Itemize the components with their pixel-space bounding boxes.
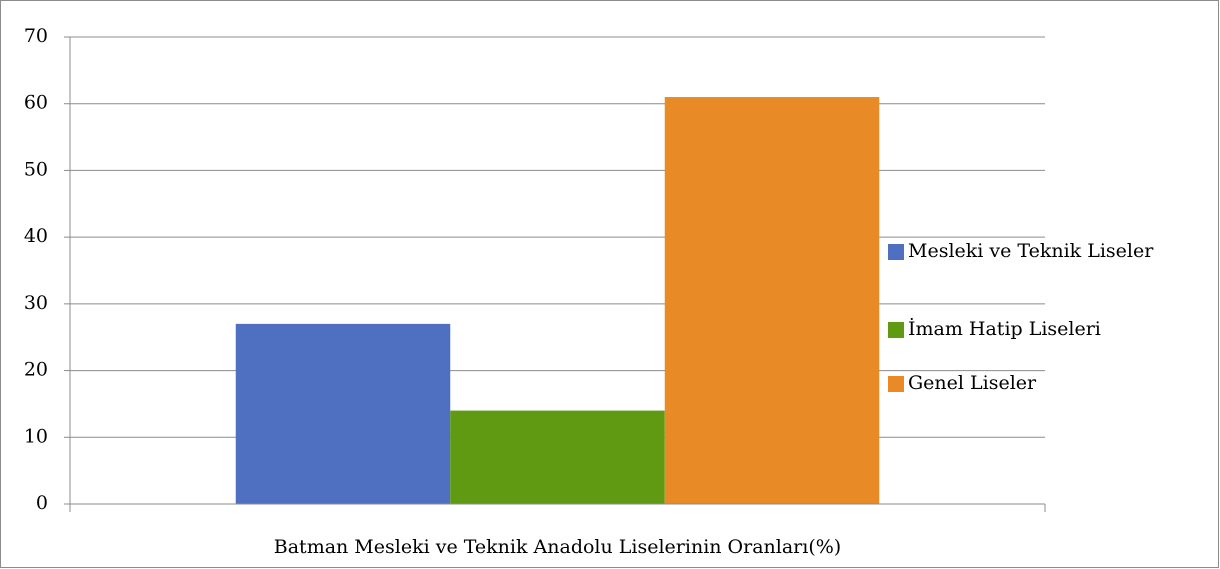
x-tick-label: Batman Mesleki ve Teknik Anadolu Liseler… — [274, 536, 841, 558]
y-tick-label: 50 — [24, 158, 48, 180]
legend-label: İmam Hatip Liseleri — [908, 317, 1101, 340]
y-tick-label: 70 — [24, 25, 48, 47]
y-tick-label: 40 — [24, 225, 48, 247]
legend-swatch — [888, 322, 904, 338]
bar — [450, 410, 665, 504]
y-tick-label: 30 — [24, 292, 48, 314]
legend-label: Genel Liseler — [908, 372, 1037, 394]
legend-label: Mesleki ve Teknik Liseler — [908, 240, 1154, 262]
y-tick-label: 0 — [36, 492, 48, 514]
y-tick-label: 20 — [24, 359, 48, 381]
y-tick-label: 60 — [24, 92, 48, 114]
bar — [664, 97, 880, 505]
y-tick-label: 10 — [24, 425, 48, 447]
legend-swatch — [888, 244, 904, 260]
bar — [235, 323, 451, 504]
legend-swatch — [888, 376, 904, 392]
